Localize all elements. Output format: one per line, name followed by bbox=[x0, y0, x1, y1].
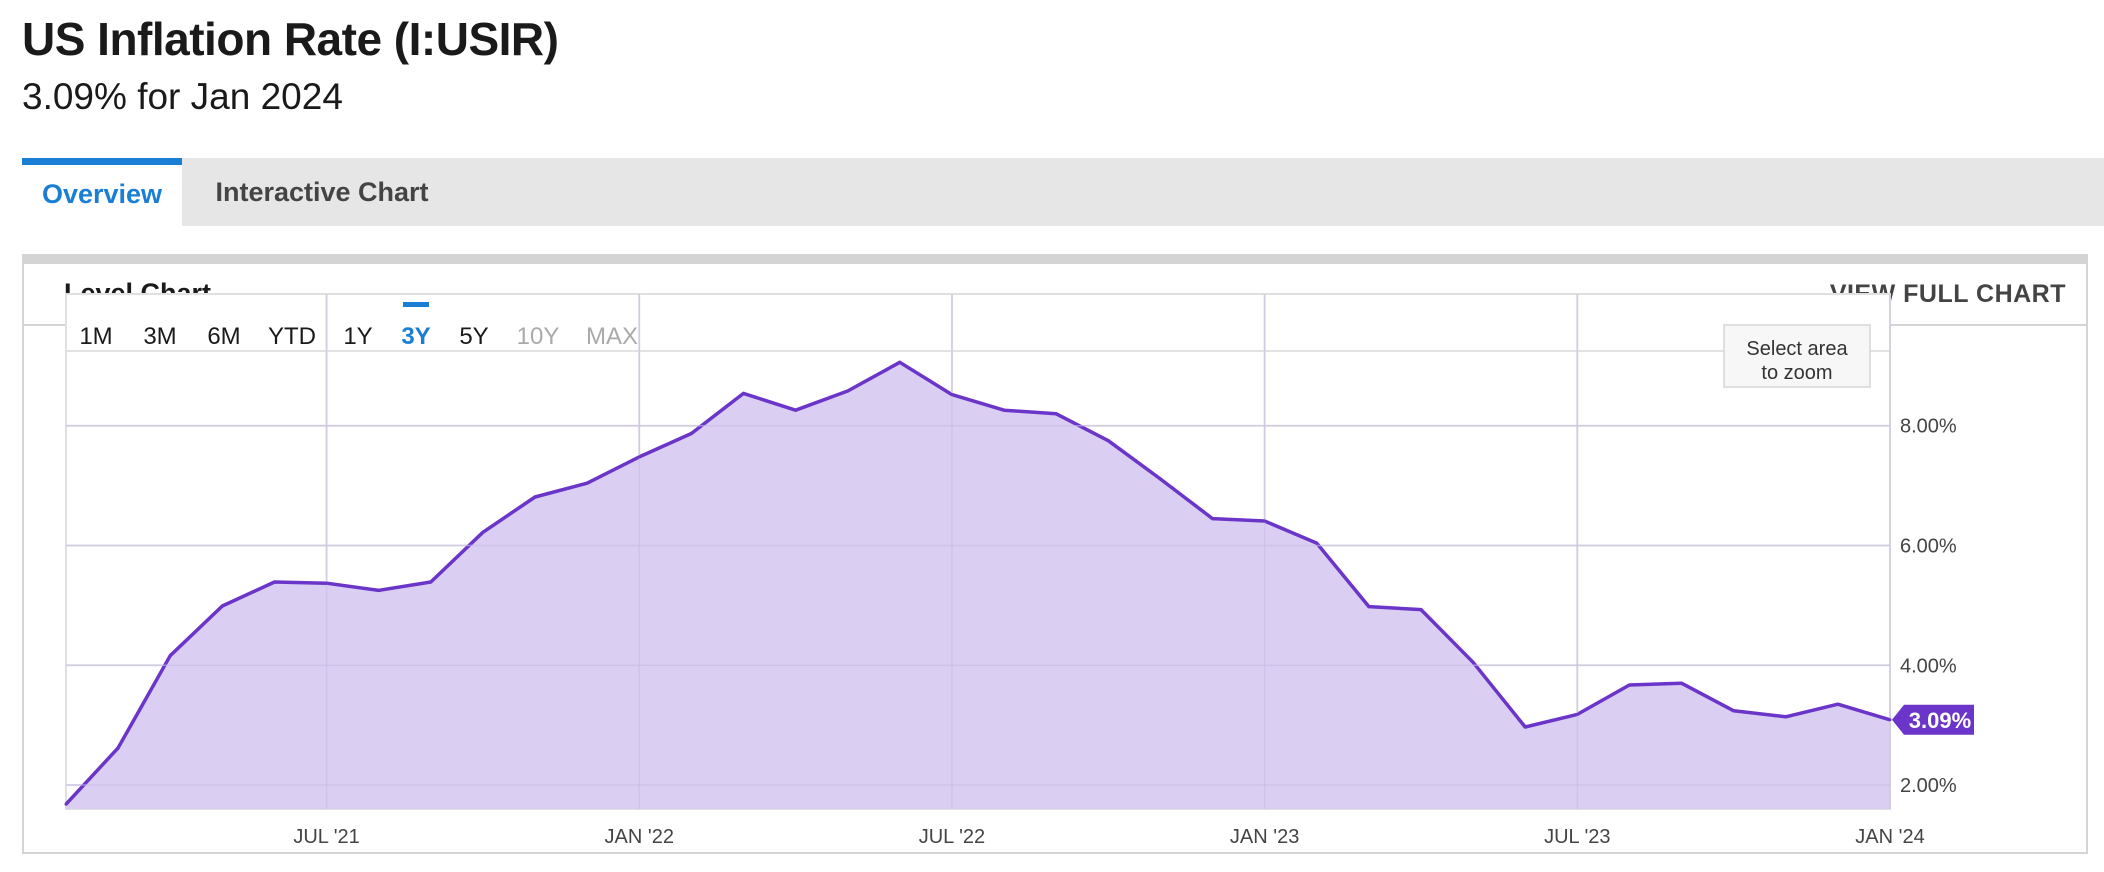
range-button-3m[interactable]: 3M bbox=[143, 323, 176, 350]
data-point bbox=[1784, 715, 1788, 719]
data-point bbox=[168, 654, 172, 658]
range-button-5y[interactable]: 5Y bbox=[459, 323, 488, 350]
data-point bbox=[741, 391, 745, 395]
range-button-3y[interactable]: 3Y bbox=[401, 323, 430, 350]
data-point bbox=[1732, 709, 1736, 713]
data-point bbox=[116, 746, 120, 750]
page-subtitle: 3.09% for Jan 2024 bbox=[22, 76, 343, 117]
data-point bbox=[220, 604, 224, 608]
data-point bbox=[1106, 439, 1110, 443]
x-tick-label: JAN '22 bbox=[605, 826, 674, 848]
series-line bbox=[64, 360, 1891, 806]
y-tick-label: 6.00% bbox=[1900, 536, 1957, 558]
data-point bbox=[898, 360, 902, 364]
data-point bbox=[1523, 725, 1527, 729]
last-value-badge: 3.09% bbox=[1892, 704, 1974, 735]
x-tick-label: JUL '23 bbox=[1544, 826, 1610, 848]
tab-overview[interactable]: Overview bbox=[22, 158, 182, 226]
zoom-hint-text: Select area bbox=[1746, 338, 1848, 360]
x-tick-label: JAN '23 bbox=[1230, 826, 1299, 848]
data-point bbox=[1367, 605, 1371, 609]
range-button-max: MAX bbox=[586, 323, 638, 350]
zoom-hint-text: to zoom bbox=[1761, 362, 1832, 384]
data-point bbox=[1627, 683, 1631, 687]
tab-bar: Overview Interactive Chart bbox=[22, 158, 2104, 226]
data-point bbox=[1419, 608, 1423, 612]
data-point bbox=[1836, 702, 1840, 706]
data-point bbox=[1888, 718, 1892, 722]
zoom-hint-box bbox=[1723, 324, 1871, 388]
range-button-ytd[interactable]: YTD bbox=[268, 323, 316, 350]
range-button-1m[interactable]: 1M bbox=[79, 323, 112, 350]
data-point bbox=[689, 432, 693, 436]
tab-interactive-chart[interactable]: Interactive Chart bbox=[215, 177, 429, 207]
x-tick-label: JAN '24 bbox=[1855, 826, 1924, 848]
y-tick-label: 4.00% bbox=[1900, 655, 1957, 677]
series-area bbox=[66, 362, 1890, 809]
data-point bbox=[325, 581, 329, 585]
range-button-1y[interactable]: 1Y bbox=[343, 323, 372, 350]
data-point bbox=[846, 389, 850, 393]
data-point bbox=[64, 802, 68, 806]
data-point bbox=[1263, 519, 1267, 523]
data-point bbox=[1002, 408, 1006, 412]
data-point bbox=[1471, 660, 1475, 664]
x-tick-label: JUL '22 bbox=[919, 826, 985, 848]
data-point bbox=[1315, 541, 1319, 545]
range-active-indicator bbox=[403, 302, 429, 307]
data-point bbox=[1575, 712, 1579, 716]
level-chart[interactable]: 2.00% 4.00% 6.00% 8.00% JUL '21 JAN '22 JUL '2… bbox=[24, 264, 2086, 854]
y-tick-label: 2.00% bbox=[1900, 775, 1957, 797]
x-tick-label: JUL '21 bbox=[293, 826, 359, 848]
badge-label: 3.09% bbox=[1909, 708, 1971, 733]
range-button-10y: 10Y bbox=[517, 323, 560, 350]
data-point bbox=[1158, 477, 1162, 481]
data-point bbox=[1054, 412, 1058, 416]
level-chart-card: Level Chart VIEW FULL CHART 2.00%4.00%6.… bbox=[22, 254, 2088, 854]
data-point bbox=[429, 580, 433, 584]
y-tick-label: 8.00% bbox=[1900, 416, 1957, 438]
range-button-6m[interactable]: 6M bbox=[207, 323, 240, 350]
data-point bbox=[1680, 681, 1684, 685]
data-point bbox=[533, 495, 537, 499]
badge-shape bbox=[1892, 704, 1974, 735]
data-point bbox=[794, 408, 798, 412]
data-point bbox=[637, 455, 641, 459]
data-point bbox=[950, 393, 954, 397]
data-point bbox=[1211, 517, 1215, 521]
data-point bbox=[377, 588, 381, 592]
data-points bbox=[64, 360, 1892, 806]
data-point bbox=[481, 530, 485, 534]
page-title: US Inflation Rate (I:USIR) bbox=[22, 13, 559, 65]
data-point bbox=[585, 481, 589, 485]
data-point bbox=[272, 580, 276, 584]
